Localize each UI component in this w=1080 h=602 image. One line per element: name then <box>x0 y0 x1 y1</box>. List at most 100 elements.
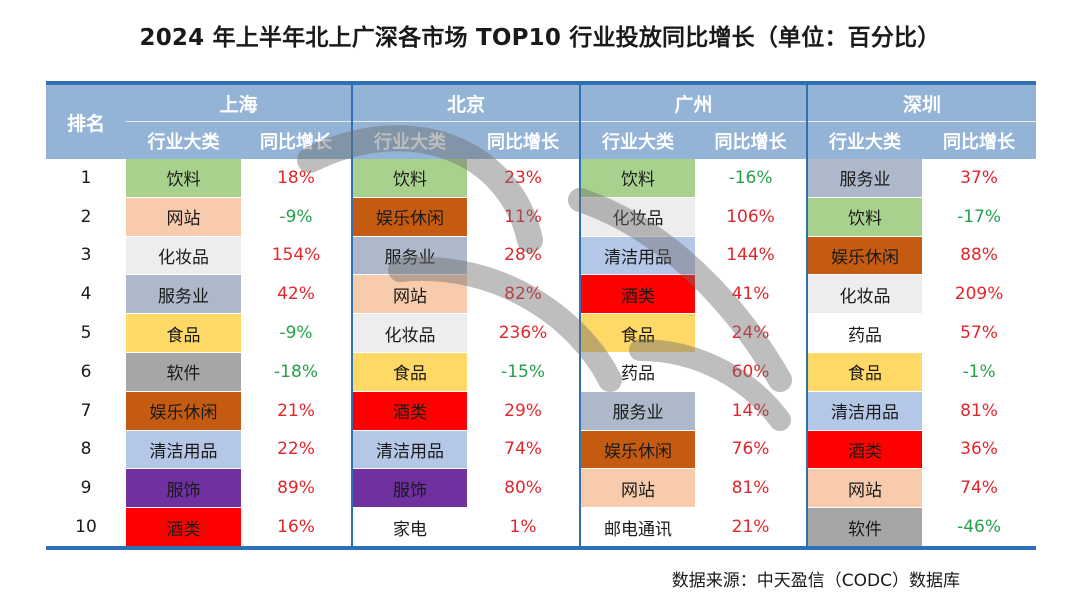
category-cell: 酒类 <box>351 391 468 431</box>
growth-cell: -1% <box>922 352 1037 392</box>
growth-cell: -15% <box>467 352 581 392</box>
page-title: 2024 年上半年北上广深各市场 TOP10 行业投放同比增长（单位：百分比） <box>139 25 941 51</box>
growth-cell: 18% <box>241 159 353 198</box>
rank-cell: 2 <box>46 197 126 237</box>
category-cell: 食品 <box>126 313 241 353</box>
growth-cell: 106% <box>695 197 808 237</box>
rank-cell: 4 <box>46 274 126 315</box>
city-header-shenzhen: 深圳 <box>806 83 1037 122</box>
category-cell: 娱乐休闲 <box>351 197 468 237</box>
growth-cell: -9% <box>241 197 353 237</box>
growth-cell: 36% <box>922 430 1037 470</box>
ranking-table: 排名 上海 北京 广州 深圳 行业大类 同比增长 行业大类 同比增长 行业大类 … <box>46 81 1037 550</box>
category-cell: 食品 <box>579 313 696 353</box>
growth-header: 同比增长 <box>467 121 581 159</box>
rank-cell: 5 <box>46 313 126 353</box>
category-cell: 网站 <box>351 274 468 315</box>
category-cell: 服饰 <box>126 468 241 509</box>
growth-cell: 144% <box>695 236 808 276</box>
category-cell: 清洁用品 <box>579 236 696 276</box>
rank-cell: 8 <box>46 430 126 470</box>
growth-header: 同比增长 <box>922 121 1037 159</box>
category-cell: 娱乐休闲 <box>126 391 241 431</box>
category-cell: 饮料 <box>579 159 696 198</box>
city-header-shanghai: 上海 <box>126 83 353 122</box>
category-cell: 服务业 <box>806 159 923 198</box>
growth-cell: 23% <box>467 159 581 198</box>
category-cell: 酒类 <box>579 274 696 315</box>
category-cell: 酒类 <box>126 507 241 549</box>
rank-header: 排名 <box>46 83 126 159</box>
category-cell: 清洁用品 <box>126 430 241 470</box>
category-cell: 饮料 <box>126 159 241 198</box>
growth-cell: 60% <box>695 352 808 392</box>
category-cell: 软件 <box>126 352 241 392</box>
growth-cell: -16% <box>695 159 808 198</box>
rank-cell: 6 <box>46 352 126 392</box>
rank-cell: 9 <box>46 468 126 509</box>
city-header-beijing: 北京 <box>351 83 581 122</box>
growth-cell: 80% <box>467 468 581 509</box>
category-cell: 化妆品 <box>351 313 468 353</box>
category-cell: 娱乐休闲 <box>579 430 696 470</box>
category-cell: 清洁用品 <box>806 391 923 431</box>
growth-cell: 41% <box>695 274 808 315</box>
growth-cell: -18% <box>241 352 353 392</box>
rank-cell: 3 <box>46 236 126 276</box>
growth-cell: -17% <box>922 197 1037 237</box>
growth-cell: 42% <box>241 274 353 315</box>
category-cell: 药品 <box>579 352 696 392</box>
growth-cell: 1% <box>467 507 581 549</box>
growth-cell: 37% <box>922 159 1037 198</box>
growth-cell: 81% <box>695 468 808 509</box>
category-cell: 家电 <box>351 507 468 549</box>
city-header-row: 排名 上海 北京 广州 深圳 <box>46 83 1037 159</box>
rank-cell: 1 <box>46 159 126 198</box>
table-row: 4 服务业 42% 网站 82% 酒类 41% 化妆品 209% <box>46 274 1037 315</box>
growth-cell: 236% <box>467 313 581 353</box>
city-header-guangzhou: 广州 <box>579 83 808 122</box>
growth-cell: 74% <box>922 468 1037 509</box>
table-body: 1 饮料 18% 饮料 23% 饮料 -16% 服务业 37% 2 网站 -9% 娱乐休闲 11% 化妆品 1… <box>46 159 1037 549</box>
category-header: 行业大类 <box>351 121 468 159</box>
category-cell: 网站 <box>126 197 241 237</box>
category-cell: 食品 <box>806 352 923 392</box>
category-cell: 饮料 <box>351 159 468 198</box>
category-cell: 服饰 <box>351 468 468 509</box>
category-header: 行业大类 <box>126 121 241 159</box>
category-cell: 网站 <box>579 468 696 509</box>
growth-header: 同比增长 <box>695 121 808 159</box>
category-cell: 软件 <box>806 507 923 549</box>
category-cell: 服务业 <box>579 391 696 431</box>
rank-cell: 7 <box>46 391 126 431</box>
growth-cell: 11% <box>467 197 581 237</box>
growth-cell: 29% <box>467 391 581 431</box>
category-cell: 酒类 <box>806 430 923 470</box>
data-source-note: 数据来源：中天盈信（CODC）数据库 <box>671 571 960 591</box>
growth-cell: 16% <box>241 507 353 549</box>
growth-header: 同比增长 <box>241 121 353 159</box>
column-header-row: 行业大类 同比增长 行业大类 同比增长 行业大类 同比增长 行业大类 同比增长 <box>46 121 1037 159</box>
growth-cell: 21% <box>241 391 353 431</box>
growth-cell: 209% <box>922 274 1037 315</box>
table-row: 1 饮料 18% 饮料 23% 饮料 -16% 服务业 37% <box>46 159 1037 198</box>
growth-cell: 14% <box>695 391 808 431</box>
rank-cell: 10 <box>46 507 126 549</box>
table-row: 10 酒类 16% 家电 1% 邮电通讯 21% 软件 -46% <box>46 507 1037 549</box>
growth-cell: 82% <box>467 274 581 315</box>
growth-cell: 24% <box>695 313 808 353</box>
table-row: 3 化妆品 154% 服务业 28% 清洁用品 144% 娱乐休闲 88% <box>46 236 1037 276</box>
category-cell: 服务业 <box>351 236 468 276</box>
table-row: 2 网站 -9% 娱乐休闲 11% 化妆品 106% 饮料 -17% <box>46 197 1037 237</box>
category-header: 行业大类 <box>806 121 923 159</box>
growth-cell: 22% <box>241 430 353 470</box>
category-cell: 化妆品 <box>126 236 241 276</box>
growth-cell: 154% <box>241 236 353 276</box>
table-row: 6 软件 -18% 食品 -15% 药品 60% 食品 -1% <box>46 352 1037 392</box>
category-cell: 食品 <box>351 352 468 392</box>
category-header: 行业大类 <box>579 121 696 159</box>
table-row: 8 清洁用品 22% 清洁用品 74% 娱乐休闲 76% 酒类 36% <box>46 430 1037 470</box>
category-cell: 网站 <box>806 468 923 509</box>
category-cell: 娱乐休闲 <box>806 236 923 276</box>
growth-cell: 76% <box>695 430 808 470</box>
